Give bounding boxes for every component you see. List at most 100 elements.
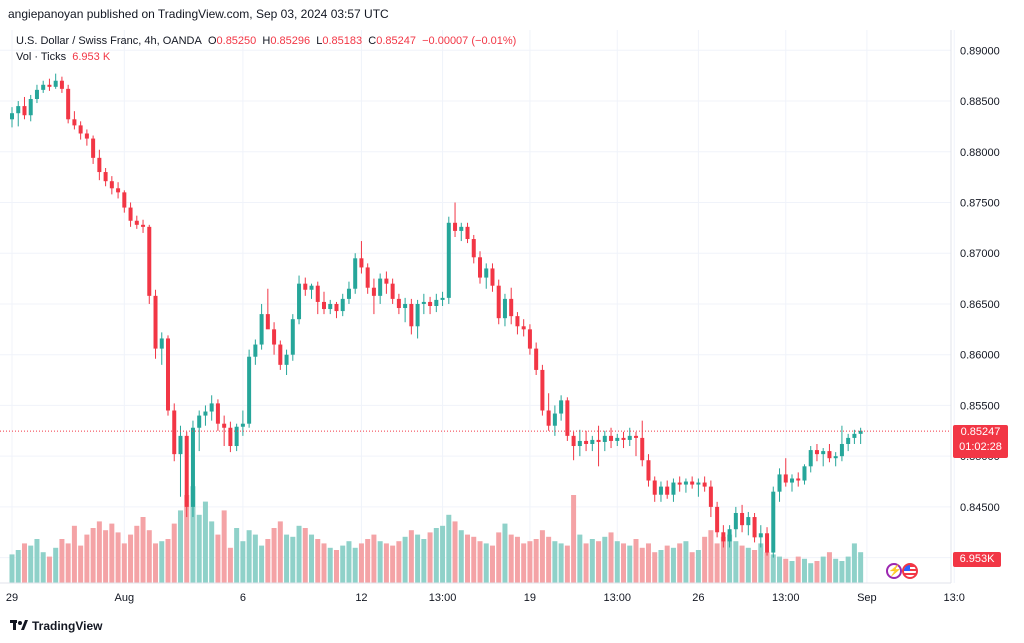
volume-tag: 6.953K [953,552,1001,567]
time-tick-label: Sep [857,592,877,604]
candle-body [521,326,526,330]
volume-bar [652,552,658,583]
volume-bar [140,517,146,583]
candle-body [590,439,595,444]
candle-body [527,329,532,349]
candle-body [353,258,358,289]
candle-body [559,400,564,414]
candle-body [752,517,757,538]
volume-bar [571,495,577,583]
volume-bar [508,534,514,583]
volume-bar [589,539,595,583]
candle-body [808,450,813,467]
volume-bar [402,536,408,583]
volume-bar [539,530,545,583]
candle-body [22,106,27,116]
chart-grid [0,30,955,583]
candle-body [683,481,688,485]
candle-body [565,400,570,436]
candle-body [409,303,414,327]
volume-bar [246,530,252,583]
footer-brand[interactable]: TradingView [10,619,102,633]
volume-bar [215,534,221,583]
candle-body [702,482,707,487]
candle-body [340,298,345,312]
change-value: −0.00007 (−0.01%) [422,35,517,47]
volume-bar [658,550,664,583]
candle-body [777,474,782,492]
volume-bar [365,539,371,583]
candle-body [733,512,738,530]
lightning-icon[interactable]: ⚡ [886,563,902,579]
candle-body [153,295,158,349]
volume-bar [171,523,177,583]
candle-body [247,356,252,424]
candle-body [303,283,308,290]
volume-bar [521,543,527,583]
last-price-tag: 0.85247 01:02:28 [953,425,1008,459]
candle-body [297,283,302,320]
candle-body [758,533,763,538]
candle-body [671,482,676,495]
candle-body [253,344,258,357]
volume-bar [159,541,165,583]
volume-bar [296,525,302,583]
volume-bar [234,528,240,583]
candle-body [284,354,289,365]
volume-bar [128,534,134,583]
volume-bar [683,541,689,583]
volume-bars [9,486,864,583]
publish-header: angiepanoyan published on TradingView.co… [8,7,389,21]
brand-name: TradingView [32,619,103,633]
candle-body [440,297,445,300]
volume-bar [770,554,776,583]
volume-bar [820,556,826,583]
candle-body [66,88,71,120]
low-label: L [316,35,323,47]
flag-canton [904,565,910,571]
candle-body [690,481,695,485]
ohlc-row: U.S. Dollar / Swiss Franc, 4h, OANDA O0.… [16,33,516,49]
volume-bar [702,536,708,583]
volume-bar [327,547,333,583]
candle-body [309,285,314,290]
volume-bar [209,521,215,583]
candle-body [640,437,645,461]
volume-bar [259,545,265,583]
candle-body [484,268,489,278]
volume-bar [90,528,96,583]
volume-bar [371,534,377,583]
volume-bar [302,528,308,583]
volume-bar [103,530,109,583]
symbol-title[interactable]: U.S. Dollar / Swiss Franc, 4h, OANDA [16,35,202,47]
volume-bar [801,558,807,583]
candle-body [783,474,788,483]
volume-bar [621,543,627,583]
time-tick-label: 26 [692,592,704,604]
candle-body [84,133,89,139]
candle-body [665,486,670,495]
volume-bar [390,545,396,583]
volume-bar [814,561,820,583]
volume-bar [427,532,433,583]
volume-bar [496,532,502,583]
candle-body [571,435,576,447]
volume-bar [764,552,770,583]
us-flag-icon[interactable] [902,563,918,579]
candle-body [184,435,189,507]
volume-bar [28,545,34,583]
volume-bar [65,543,71,583]
time-scale[interactable]: 29 Aug 6 12 13:00 19 13:00 26 13:00 Sep 13:0 [6,592,965,604]
volume-bar [34,539,40,583]
volume-label[interactable]: Vol · Ticks [16,51,67,63]
volume-bar [858,552,864,583]
candle-body [78,125,83,134]
candle-body [41,84,46,90]
volume-bar [714,543,720,583]
time-tick-label: 13:00 [772,592,800,604]
candle-body [365,267,370,288]
volume-bar [608,532,614,583]
price-scale[interactable]: 0.89000 0.88500 0.88000 0.87500 0.87000 0.865… [960,45,1000,564]
candle-body [453,222,458,231]
